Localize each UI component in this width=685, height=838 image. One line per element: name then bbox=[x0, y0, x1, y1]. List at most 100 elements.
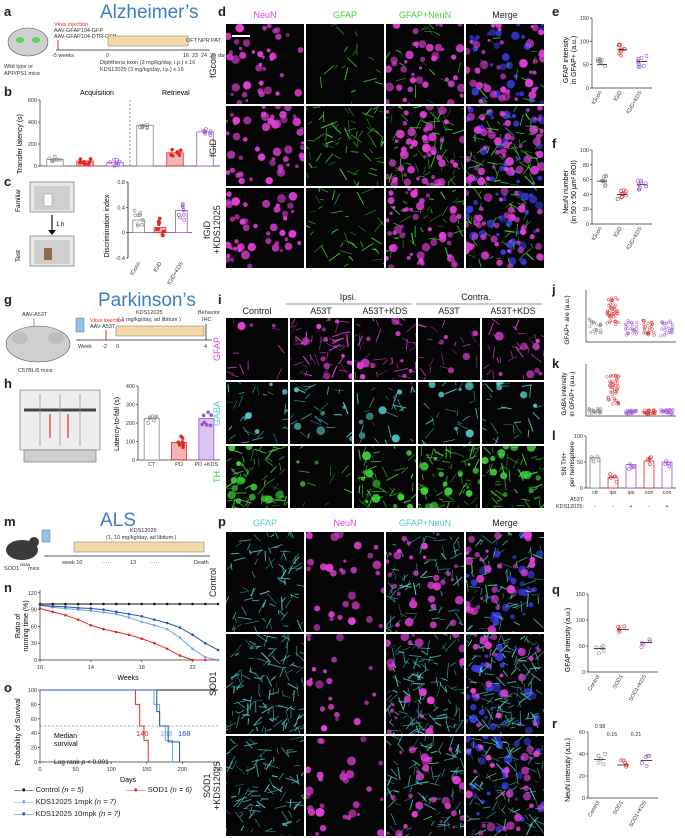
category-label: fGiD+KDS bbox=[167, 261, 185, 286]
data-point bbox=[112, 163, 117, 168]
ytick: 200 bbox=[126, 421, 135, 427]
panel-i-col-a53t-kds: A53T+KDS bbox=[362, 306, 408, 316]
category-label: fGcon bbox=[591, 226, 604, 242]
data-point bbox=[623, 410, 628, 414]
data-point bbox=[590, 407, 594, 412]
kds-row-value: - bbox=[594, 504, 596, 510]
panel-i-row-th: TH bbox=[212, 471, 222, 483]
series-point bbox=[127, 633, 131, 637]
bar bbox=[143, 417, 160, 461]
category-label: PD +KDS bbox=[194, 462, 218, 468]
data-point bbox=[635, 329, 639, 333]
data-point bbox=[644, 54, 649, 58]
data-point bbox=[659, 334, 663, 338]
data-point bbox=[601, 649, 606, 653]
data-point bbox=[639, 180, 643, 185]
kds-row-label: KDS12025: bbox=[556, 504, 584, 510]
micrograph-d-r1-c0 bbox=[226, 106, 304, 186]
data-point bbox=[603, 63, 607, 68]
data-point bbox=[596, 760, 601, 765]
data-point bbox=[664, 459, 668, 463]
legend-n: (n = 6) bbox=[170, 785, 193, 794]
series-point bbox=[89, 602, 93, 606]
micrograph-p-r0-c2 bbox=[386, 532, 464, 632]
micrograph-p-r0-c1 bbox=[306, 532, 384, 632]
panel-label-j: j bbox=[552, 282, 556, 297]
data-point bbox=[599, 328, 603, 332]
series-point bbox=[203, 641, 207, 645]
svg-text:Weeks: Weeks bbox=[117, 675, 139, 682]
data-point bbox=[204, 423, 209, 427]
data-point bbox=[646, 457, 650, 462]
panel-i-group-lines bbox=[286, 303, 542, 305]
kds-row-value: + bbox=[665, 504, 668, 510]
data-point bbox=[615, 309, 619, 314]
data-point bbox=[618, 189, 623, 193]
ytick: 150 bbox=[576, 592, 585, 598]
svg-text:24: 24 bbox=[201, 53, 207, 59]
panel-d-col-gfap-neun: GFAP+NeuN bbox=[398, 10, 452, 20]
series-point bbox=[140, 615, 144, 618]
data-point bbox=[203, 129, 207, 134]
ytick: 100 bbox=[126, 440, 135, 446]
series-point bbox=[178, 654, 182, 657]
data-point bbox=[610, 385, 615, 389]
series-point bbox=[127, 602, 131, 606]
panel-label-d: d bbox=[218, 4, 226, 19]
series-point bbox=[191, 647, 194, 651]
data-point bbox=[624, 193, 628, 198]
category-label: con bbox=[645, 490, 654, 496]
category-label: fGcon bbox=[130, 261, 143, 277]
data-point bbox=[179, 434, 183, 439]
data-point bbox=[601, 644, 605, 648]
ytick: 600 bbox=[28, 98, 37, 104]
data-point bbox=[669, 320, 673, 324]
panel-a-title: Alzheimer’s bbox=[100, 2, 199, 23]
panel-o-chart: Probability of Survival Days Median surv… bbox=[15, 688, 223, 784]
data-point bbox=[643, 325, 647, 329]
series-point bbox=[51, 604, 55, 608]
data-point bbox=[667, 326, 671, 330]
data-point bbox=[58, 157, 63, 162]
category-label: ips bbox=[627, 490, 634, 496]
panel-i-col-contra-a53t-kds: A53T+KDS bbox=[490, 306, 536, 316]
panel-d-micrographs bbox=[226, 24, 546, 270]
data-point bbox=[132, 208, 137, 213]
legend-n: (n = 5) bbox=[61, 785, 84, 794]
panel-label-p: p bbox=[218, 514, 226, 529]
data-point bbox=[138, 213, 142, 217]
ytick: 60 bbox=[583, 178, 589, 184]
svg-text:168: 168 bbox=[178, 729, 191, 738]
series-point bbox=[165, 647, 169, 651]
series-point bbox=[153, 618, 156, 621]
data-point bbox=[668, 412, 672, 416]
data-point bbox=[81, 160, 85, 165]
data-point bbox=[201, 129, 206, 133]
bar bbox=[643, 460, 655, 489]
data-point bbox=[613, 384, 617, 388]
svg-text:(in 50 x 50 µm² ROI): (in 50 x 50 µm² ROI) bbox=[571, 160, 578, 224]
data-point bbox=[206, 410, 210, 415]
data-point bbox=[665, 331, 669, 335]
category-label: fGiD+KDS bbox=[626, 90, 644, 115]
data-point bbox=[613, 398, 617, 402]
panel-m-title: ALS bbox=[100, 510, 136, 531]
data-point bbox=[157, 216, 162, 221]
series-point bbox=[102, 627, 105, 631]
data-point bbox=[595, 406, 600, 410]
data-point bbox=[630, 321, 634, 325]
data-point bbox=[202, 420, 207, 425]
panel-j-chart: GFAP+ are (a.u.) bbox=[564, 290, 676, 345]
ytick: 40 bbox=[579, 752, 585, 758]
data-point bbox=[614, 322, 618, 326]
data-point bbox=[662, 333, 666, 337]
panel-d-row-fgid-kds: fGiD +KDS12025 bbox=[202, 205, 222, 255]
data-point bbox=[152, 418, 156, 423]
a53t-row-label: A53T: bbox=[570, 497, 585, 503]
panel-c-schematic: 1 h Familiar Test bbox=[15, 181, 75, 267]
p-value: 0.21 bbox=[631, 732, 642, 738]
panel-d-row-fgid: fGiD bbox=[208, 139, 218, 157]
data-point bbox=[623, 189, 628, 194]
panel-i-col-a53t: A53T bbox=[310, 306, 332, 316]
data-point bbox=[662, 322, 666, 326]
